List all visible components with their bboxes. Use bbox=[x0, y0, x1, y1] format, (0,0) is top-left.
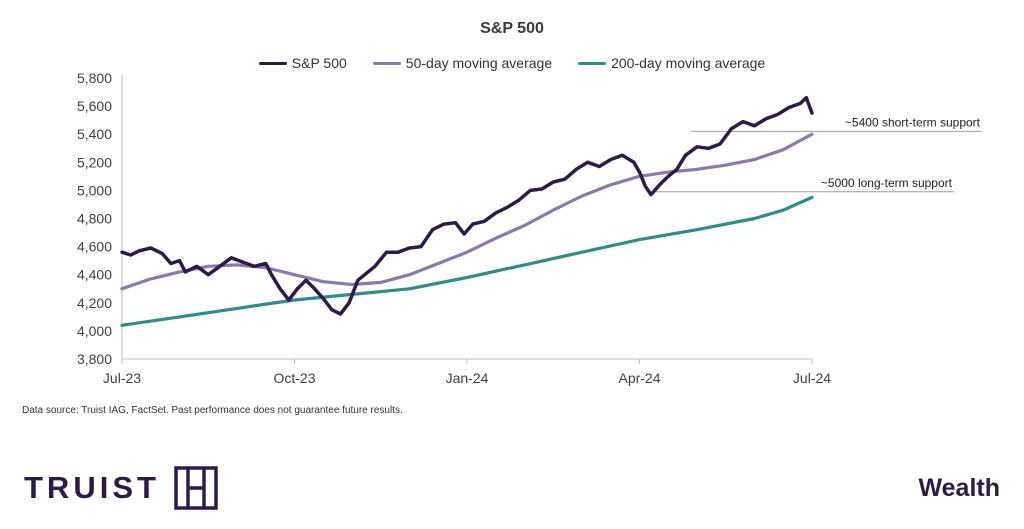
y-tick-label: 3,800 bbox=[77, 351, 112, 367]
x-tick-label: Jan-24 bbox=[446, 370, 489, 386]
legend-label-sp500: S&P 500 bbox=[291, 55, 347, 71]
legend-item-50day: 50-day moving average bbox=[372, 55, 553, 71]
legend-swatch-200day bbox=[578, 61, 607, 65]
x-tick-label: Oct-23 bbox=[273, 370, 315, 386]
legend-label-200day: 200-day moving average bbox=[611, 55, 766, 71]
y-tick-label: 5,800 bbox=[77, 70, 112, 86]
chart-legend: S&P 500 50-day moving average 200-day mo… bbox=[0, 55, 1024, 71]
y-tick-label: 5,000 bbox=[77, 182, 112, 198]
brand-wordmark: TRUIST bbox=[24, 470, 160, 505]
series-line-0 bbox=[120, 95, 814, 316]
y-tick-label: 4,600 bbox=[77, 239, 112, 255]
data-source-note: Data source: Truist IAG, FactSet. Past p… bbox=[22, 405, 403, 416]
chart-title: S&P 500 bbox=[480, 20, 544, 37]
y-tick-label: 5,200 bbox=[77, 154, 112, 170]
legend-item-sp500: S&P 500 bbox=[258, 55, 347, 71]
legend-item-200day: 200-day moving average bbox=[578, 55, 765, 71]
wealth-label: Wealth bbox=[918, 474, 1001, 502]
series-line-1 bbox=[120, 132, 814, 291]
truist-logo: TRUIST bbox=[24, 466, 218, 510]
x-tick-label: Apr-24 bbox=[618, 370, 660, 386]
x-tick-label: Jul-23 bbox=[103, 370, 141, 386]
y-tick-label: 4,000 bbox=[77, 323, 112, 339]
legend-label-50day: 50-day moving average bbox=[405, 55, 553, 71]
support-annotation: ~5000 long-term support bbox=[821, 176, 953, 190]
support-annotation: ~5400 short-term support bbox=[845, 115, 981, 129]
y-tick-label: 5,600 bbox=[77, 98, 112, 114]
legend-swatch-sp500 bbox=[258, 61, 287, 65]
y-tick-label: 5,400 bbox=[77, 126, 112, 142]
chart-plot: 5,800 5,600 5,400 5,200 5,000 4,800 4,600 4,400… bbox=[77, 70, 982, 386]
series-line-2 bbox=[120, 195, 814, 327]
x-tick-label: Jul-24 bbox=[793, 370, 831, 386]
y-tick-label: 4,200 bbox=[77, 295, 112, 311]
legend-swatch-50day bbox=[372, 61, 401, 65]
y-tick-label: 4,400 bbox=[77, 267, 112, 283]
y-tick-label: 4,800 bbox=[77, 211, 112, 227]
truist-mark-icon bbox=[174, 466, 218, 510]
